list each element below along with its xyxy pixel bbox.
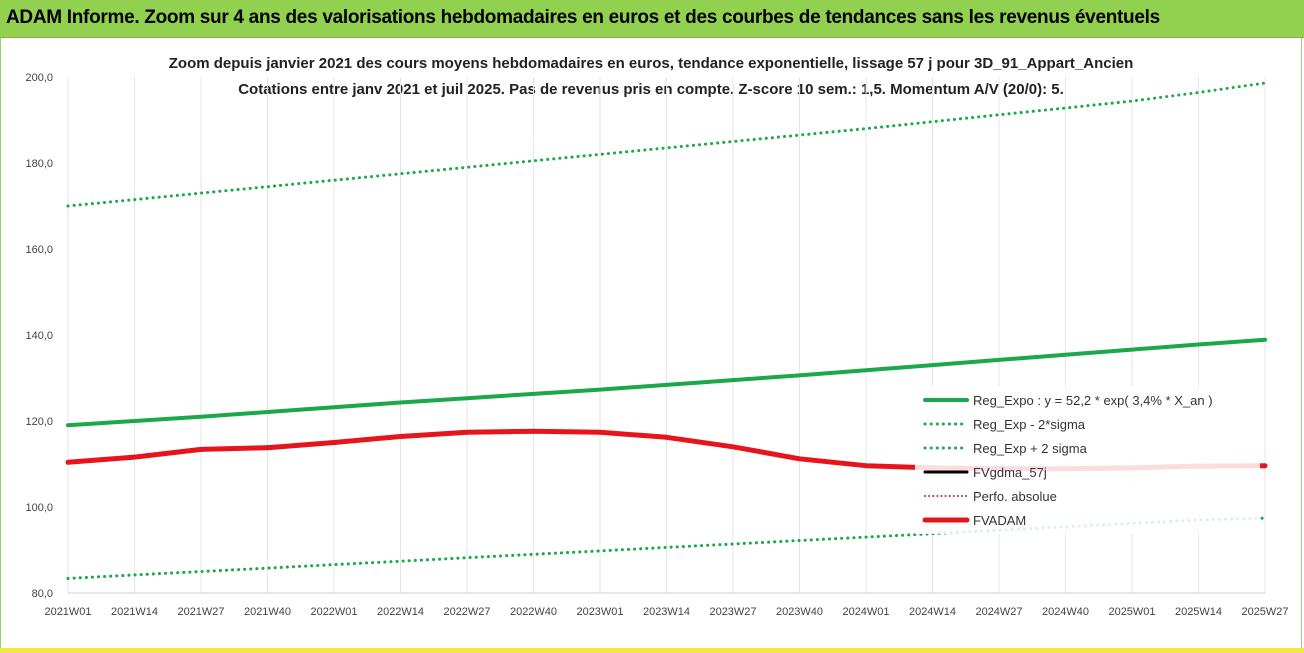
x-axis: 2021W01 2021W14 2021W27 2021W40 2022W01 2022W… [44, 606, 1288, 618]
y-tick-label: 160,0 [25, 244, 53, 256]
x-tick-label: 2025W27 [1241, 606, 1288, 618]
legend: Reg_Expo : y = 52,2 * exp( 3,4% * X_an )… [915, 386, 1260, 534]
x-tick-label: 2021W40 [244, 606, 291, 618]
chart-title: Zoom depuis janvier 2021 des cours moyen… [169, 55, 1134, 72]
x-tick-label: 2024W40 [1042, 606, 1089, 618]
x-tick-label: 2023W14 [643, 606, 690, 618]
x-tick-label: 2025W14 [1175, 606, 1222, 618]
x-tick-label: 2023W27 [709, 606, 756, 618]
x-tick-label: 2023W40 [776, 606, 823, 618]
x-tick-label: 2021W01 [44, 606, 91, 618]
x-tick-label: 2023W01 [576, 606, 623, 618]
y-tick-label: 100,0 [25, 502, 53, 514]
legend-label: Reg_Exp + 2 sigma [973, 441, 1088, 456]
y-tick-label: 120,0 [25, 416, 53, 428]
gridlines [67, 77, 1266, 594]
x-tick-label: 2022W27 [443, 606, 490, 618]
y-tick-label: 200,0 [25, 72, 53, 84]
chart-subtitle: Cotations entre janv 2021 et juil 2025. … [238, 81, 1064, 98]
legend-label: FVADAM [973, 513, 1026, 528]
x-tick-label: 2024W27 [975, 606, 1022, 618]
report-banner: ADAM Informe. Zoom sur 4 ans des valoris… [0, 0, 1304, 38]
legend-background [915, 386, 1260, 534]
x-tick-label: 2024W01 [842, 606, 889, 618]
series-line-1 [66, 516, 1267, 580]
report-title: ADAM Informe. Zoom sur 4 ans des valoris… [6, 7, 1160, 28]
legend-label: Reg_Expo : y = 52,2 * exp( 3,4% * X_an ) [973, 393, 1213, 408]
bottom-strip [0, 648, 1304, 653]
legend-label: FVgdma_57j [973, 465, 1047, 480]
chart-area: Zoom depuis janvier 2021 des cours moyen… [25, 55, 1288, 618]
legend-label: Perfo. absolue [973, 489, 1057, 504]
x-tick-label: 2021W27 [177, 606, 224, 618]
legend-label: Reg_Exp - 2*sigma [973, 417, 1086, 432]
x-tick-label: 2021W14 [111, 606, 158, 618]
series-line-0 [66, 337, 1267, 428]
x-tick-label: 2022W01 [310, 606, 357, 618]
y-tick-label: 180,0 [25, 158, 53, 170]
y-axis: 80,0 100,0 120,0 140,0 160,0 180,0 200,0 [25, 72, 53, 600]
y-tick-label: 80,0 [32, 588, 53, 600]
x-tick-label: 2022W40 [510, 606, 557, 618]
x-tick-label: 2025W01 [1108, 606, 1155, 618]
x-tick-label: 2022W14 [377, 606, 424, 618]
x-tick-label: 2024W14 [909, 606, 956, 618]
series-line-2 [66, 81, 1267, 208]
y-tick-label: 140,0 [25, 330, 53, 342]
